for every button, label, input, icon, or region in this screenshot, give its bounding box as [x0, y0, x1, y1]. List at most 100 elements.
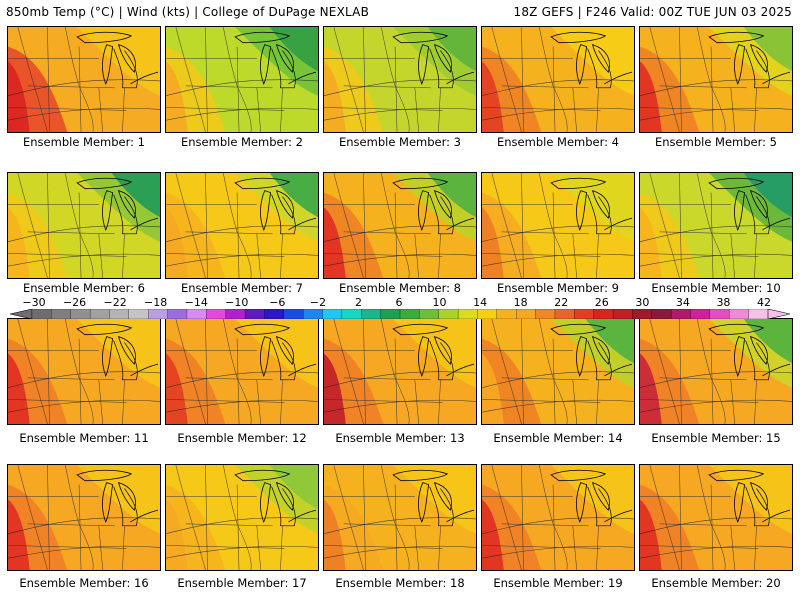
color-scale-tick-label: −10: [225, 296, 249, 309]
color-scale-bin: [612, 309, 633, 319]
color-scale-bin: [419, 309, 440, 319]
ensemble-member-label: Ensemble Member: 3: [339, 135, 461, 149]
ensemble-member-label: Ensemble Member: 6: [23, 281, 145, 295]
color-scale-bin: [671, 309, 692, 319]
color-scale-bin: [109, 309, 130, 319]
ensemble-map-panel: [639, 172, 793, 279]
ensemble-member-label: Ensemble Member: 2: [181, 135, 303, 149]
run-info: 18Z GEFS | F246 Valid: 00Z TUE JUN 03 20…: [513, 5, 792, 19]
ensemble-map-panel: [165, 318, 319, 425]
ensemble-map-panel: [7, 172, 161, 279]
color-scale-tick-label: −2: [309, 296, 326, 309]
ensemble-member-label: Ensemble Member: 7: [181, 281, 303, 295]
color-scale-tick-label: 26: [594, 296, 609, 309]
color-scale-tick-label: −30: [22, 296, 46, 309]
color-scale-bin: [690, 309, 711, 319]
color-scale-tick-label: −6: [269, 296, 286, 309]
color-scale-tick-label: 2: [354, 296, 362, 309]
ensemble-member-label: Ensemble Member: 4: [497, 135, 619, 149]
color-scale-bin: [206, 309, 227, 319]
color-scale-bin: [341, 309, 362, 319]
color-scale-bin: [31, 309, 52, 319]
color-scale-bar: [10, 309, 790, 319]
color-scale-bin: [457, 309, 479, 319]
ensemble-member-label: Ensemble Member: 5: [655, 135, 777, 149]
ensemble-member-label: Ensemble Member: 10: [651, 281, 781, 295]
color-scale-bin: [477, 309, 498, 319]
color-scale-bin: [303, 309, 324, 319]
chart-title: 850mb Temp (°C) | Wind (kts) | College o…: [6, 5, 370, 19]
ensemble-map-panel: [639, 464, 793, 571]
color-scale-bin: [593, 309, 614, 319]
color-scale-bin: [51, 309, 72, 319]
color-scale-bin: [128, 309, 149, 319]
color-scale-bin: [651, 309, 672, 319]
color-scale-tick-label: −14: [184, 296, 208, 309]
color-scale-bin: [496, 309, 517, 319]
ensemble-map-panel: [165, 172, 319, 279]
color-scale-bin: [70, 309, 91, 319]
color-scale-bin: [632, 309, 653, 319]
ensemble-member-label: Ensemble Member: 17: [177, 576, 307, 590]
color-scale-tick-label: 6: [395, 296, 403, 309]
color-scale-bin: [244, 309, 265, 319]
ensemble-member-label: Ensemble Member: 1: [23, 135, 145, 149]
color-scale-tick-label: −18: [144, 296, 168, 309]
ensemble-map-panel: [323, 318, 477, 425]
ensemble-map-panel: [481, 26, 635, 133]
ensemble-map-panel: [323, 172, 477, 279]
color-scale-bin: [225, 309, 246, 319]
color-scale-bin: [89, 309, 111, 319]
color-scale-bin: [438, 309, 459, 319]
color-scale-tick-label: 14: [473, 296, 488, 309]
color-scale-tick-label: −26: [62, 296, 87, 309]
ensemble-member-label: Ensemble Member: 13: [335, 431, 465, 445]
color-scale-tick-label: 10: [432, 296, 447, 309]
ensemble-map-panel: [639, 318, 793, 425]
color-scale-bin: [264, 309, 285, 319]
color-scale-bin: [574, 309, 595, 319]
color-scale-tick-label: 38: [716, 296, 731, 309]
color-scale-tick-label: 30: [635, 296, 650, 309]
ensemble-map-panel: [481, 172, 635, 279]
color-scale-bin: [516, 309, 537, 319]
color-scale-bin: [554, 309, 575, 319]
color-scale-bin: [709, 309, 730, 319]
ensemble-map-panel: [323, 26, 477, 133]
ensemble-member-label: Ensemble Member: 11: [19, 431, 149, 445]
color-scale-bin: [186, 309, 207, 319]
color-scale-bin: [535, 309, 556, 319]
color-scale-bin: [283, 309, 304, 319]
ensemble-map-panel: [7, 318, 161, 425]
ensemble-map-panel: [7, 26, 161, 133]
ensemble-map-panel: [7, 464, 161, 571]
ensemble-member-label: Ensemble Member: 12: [177, 431, 307, 445]
color-scale-bin: [729, 309, 750, 319]
color-scale-tick-label: −22: [103, 296, 127, 309]
color-scale-tick-label: 42: [757, 296, 771, 309]
ensemble-map-panel: [165, 26, 319, 133]
ensemble-member-label: Ensemble Member: 9: [497, 281, 619, 295]
ensemble-member-label: Ensemble Member: 19: [493, 576, 623, 590]
ensemble-map-panel: [481, 464, 635, 571]
color-scale-bin: [167, 309, 188, 319]
color-scale-tick-label: 18: [513, 296, 528, 309]
ensemble-member-label: Ensemble Member: 16: [19, 576, 149, 590]
ensemble-map-panel: [481, 318, 635, 425]
color-scale-bin: [380, 309, 401, 319]
color-scale-bin: [361, 309, 382, 319]
color-scale-bin: [399, 309, 420, 319]
color-scale-bin: [322, 309, 343, 319]
ensemble-member-label: Ensemble Member: 14: [493, 431, 623, 445]
ensemble-map-panel: [165, 464, 319, 571]
ensemble-member-label: Ensemble Member: 8: [339, 281, 461, 295]
ensemble-map-panel: [639, 26, 793, 133]
color-scale-tick-label: 34: [675, 296, 690, 309]
ensemble-member-label: Ensemble Member: 18: [335, 576, 465, 590]
ensemble-member-label: Ensemble Member: 15: [651, 431, 781, 445]
color-scale-bin: [148, 309, 169, 319]
color-scale-tick-label: 22: [554, 296, 569, 309]
ensemble-member-label: Ensemble Member: 20: [651, 576, 781, 590]
color-scale-bin: [748, 309, 769, 319]
ensemble-map-panel: [323, 464, 477, 571]
